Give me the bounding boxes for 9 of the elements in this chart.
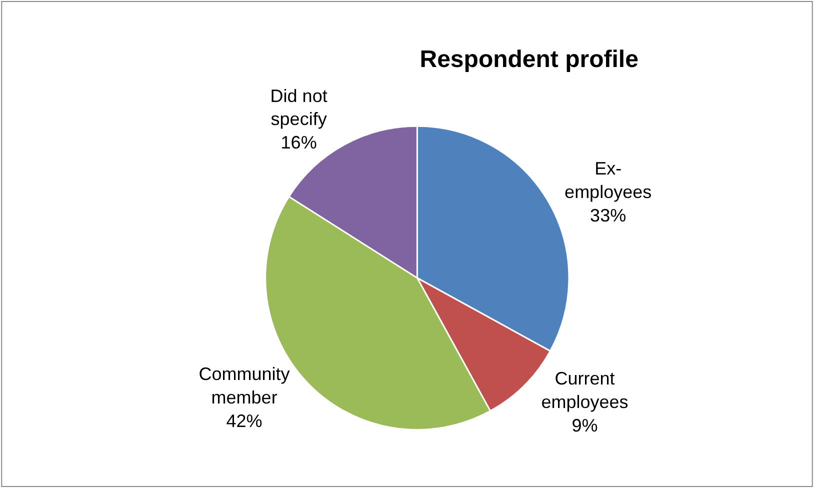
slice-label: Current employees (541, 368, 628, 412)
slice-label: Ex-employees (564, 158, 652, 202)
data-label: 42% (226, 410, 262, 431)
slice-label: Community member (198, 364, 290, 408)
data-label: 33% (590, 205, 626, 226)
slice-label: Did not specify (270, 86, 328, 130)
chart-title: Respondent profile (420, 46, 638, 73)
data-label: 16% (280, 132, 317, 153)
data-label: 9% (572, 415, 598, 436)
